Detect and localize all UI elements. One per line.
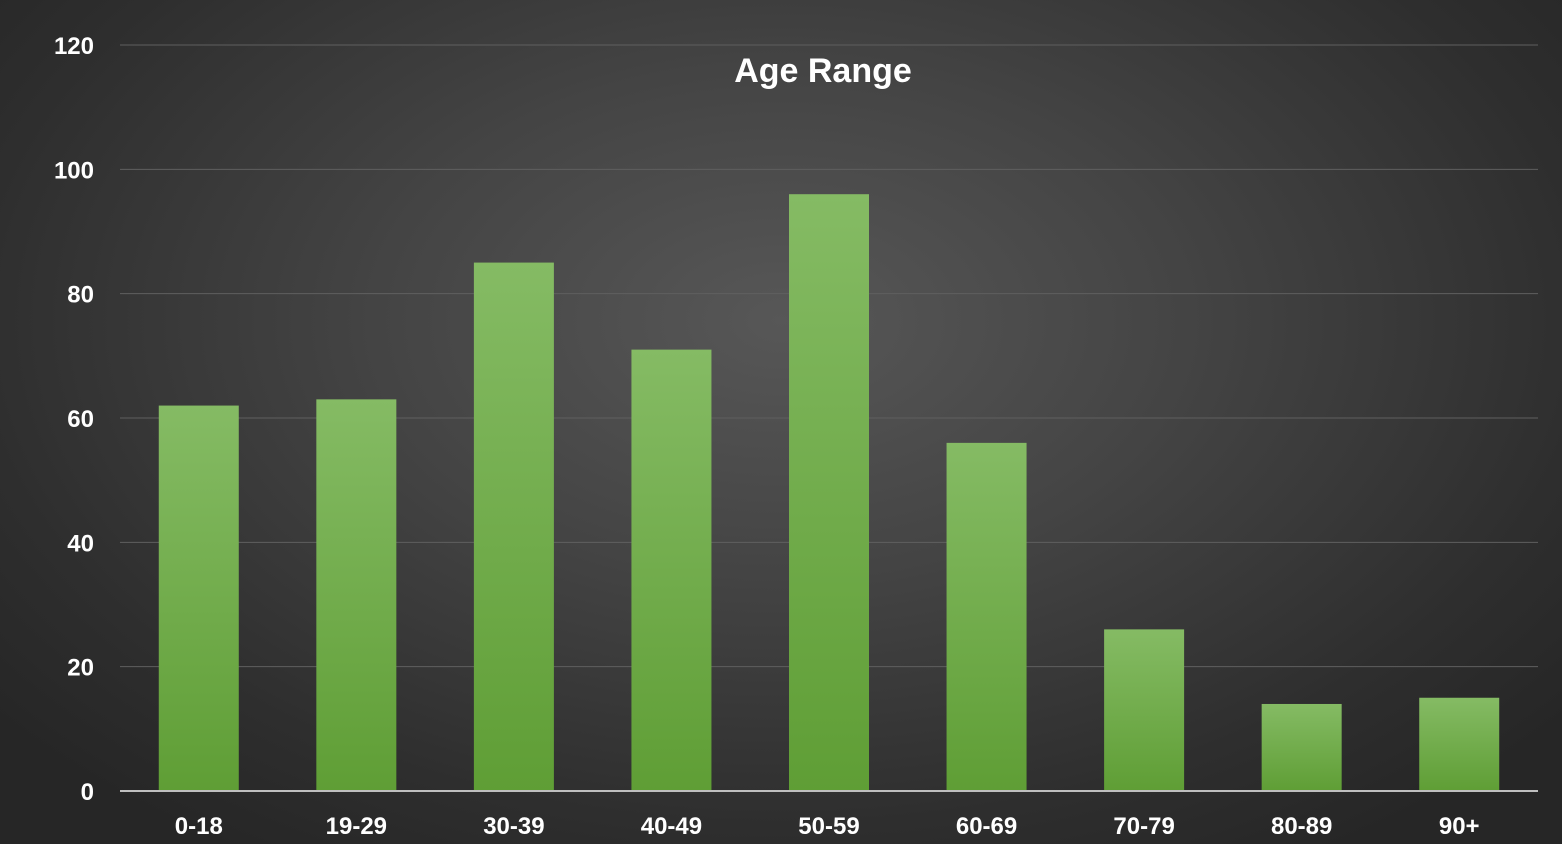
- x-tick-label: 30-39: [483, 813, 544, 840]
- x-tick-label: 90+: [1439, 813, 1480, 840]
- y-tick-label: 80: [67, 282, 94, 309]
- x-tick-label: 80-89: [1271, 813, 1332, 840]
- y-tick-label: 40: [67, 530, 94, 557]
- bar-60-69: [946, 442, 1027, 791]
- y-tick-label: 60: [67, 406, 94, 433]
- x-tick-label: 70-79: [1113, 813, 1174, 840]
- bar-70-79: [1104, 629, 1185, 791]
- y-tick-label: 0: [81, 779, 94, 806]
- y-tick-label: 120: [54, 33, 94, 60]
- bar-0-18: [158, 405, 239, 791]
- chart-title: Age Range: [734, 52, 912, 90]
- bars: [158, 194, 1500, 791]
- x-tick-label: 40-49: [641, 813, 702, 840]
- x-tick-label: 0-18: [175, 813, 223, 840]
- bar-90+: [1419, 697, 1500, 791]
- y-axis-tick-labels: 0 20 40 60 80 100 120: [54, 33, 94, 806]
- bar-30-39: [473, 262, 554, 791]
- bar-50-59: [789, 194, 869, 791]
- bar-80-89: [1261, 703, 1342, 791]
- x-tick-label: 60-69: [956, 813, 1017, 840]
- x-axis-tick-labels: 0-18 19-29 30-39 40-49 50-59 60-69 70-79 80-89 9…: [175, 813, 1480, 840]
- bar-19-29: [316, 399, 397, 791]
- y-tick-label: 20: [67, 655, 94, 682]
- x-tick-label: 19-29: [326, 813, 387, 840]
- y-tick-label: 100: [54, 157, 94, 184]
- x-tick-label: 50-59: [798, 813, 859, 840]
- bar-40-49: [631, 349, 712, 791]
